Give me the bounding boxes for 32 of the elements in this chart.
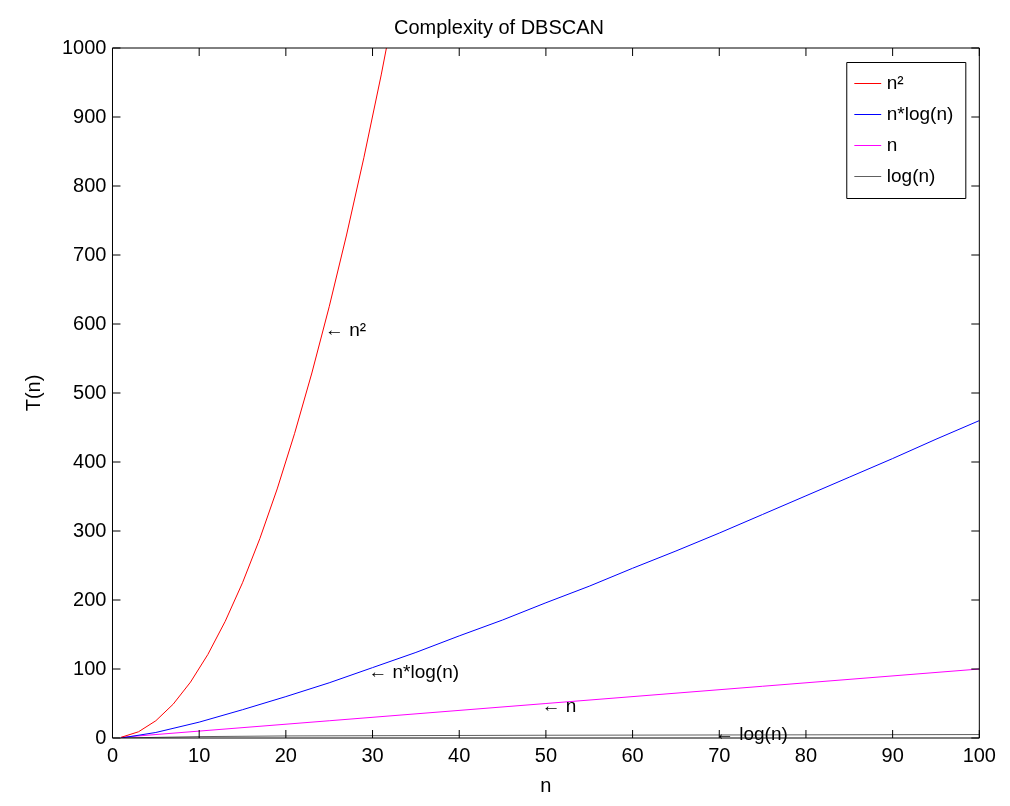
y-tick-label: 700 — [73, 242, 107, 265]
x-tick-label: 50 — [534, 743, 558, 766]
y-tick-label: 200 — [73, 587, 107, 610]
annotation: ← log(n) — [714, 723, 788, 745]
x-tick-label: 60 — [621, 743, 644, 766]
x-tick-label: 90 — [881, 743, 904, 766]
x-axis-title: n — [540, 773, 552, 796]
y-tick-label: 500 — [73, 380, 107, 403]
y-tick-label: 900 — [73, 104, 107, 127]
annotation: ← n*log(n) — [368, 660, 460, 682]
legend-label: log(n) — [886, 164, 936, 186]
y-tick-label: 600 — [73, 311, 107, 334]
legend-label: n² — [886, 71, 904, 93]
x-tick-label: 70 — [708, 743, 731, 766]
annotation: ← n² — [324, 319, 367, 341]
x-tick-label: 30 — [361, 743, 384, 766]
y-tick-label: 800 — [73, 173, 107, 196]
legend-label: n — [886, 133, 898, 155]
annotation: ← n — [541, 695, 577, 717]
y-tick-label: 1000 — [61, 35, 107, 58]
chart-title: Complexity of DBSCAN — [393, 15, 605, 38]
x-tick-label: 80 — [794, 743, 818, 766]
legend-label: n*log(n) — [886, 102, 954, 124]
y-tick-label: 0 — [95, 725, 107, 748]
y-tick-label: 300 — [73, 518, 107, 541]
x-tick-label: 100 — [962, 743, 996, 766]
x-tick-label: 10 — [188, 743, 211, 766]
x-tick-label: 20 — [274, 743, 297, 766]
y-tick-label: 100 — [73, 656, 107, 679]
y-axis-title: T(n) — [21, 374, 44, 412]
y-tick-label: 400 — [73, 449, 107, 472]
x-tick-label: 40 — [448, 743, 471, 766]
